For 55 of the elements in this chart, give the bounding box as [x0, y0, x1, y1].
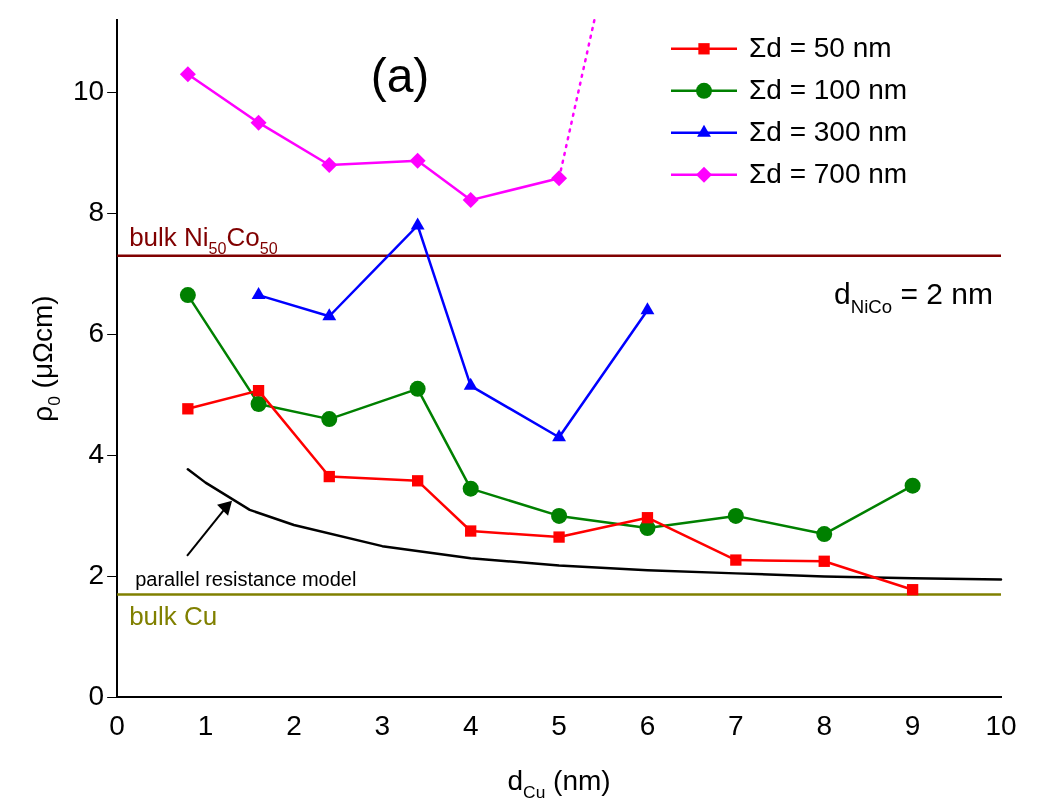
point: [552, 429, 566, 442]
y-tick-label: 2: [88, 559, 105, 591]
point: [816, 526, 833, 543]
point: [904, 477, 921, 494]
ref-line-label: bulk Cu: [129, 600, 218, 631]
legend-label: Σd = 50 nm: [749, 31, 892, 63]
point: [551, 507, 568, 524]
point: [730, 554, 742, 566]
point: [321, 157, 338, 173]
x-tick-label: 2: [286, 709, 302, 741]
point: [251, 287, 266, 300]
point: [553, 531, 565, 543]
annotation: (a): [370, 48, 430, 102]
point: [465, 525, 477, 537]
point: [179, 66, 196, 83]
x-tick-label: 4: [462, 709, 479, 741]
point: [906, 584, 919, 596]
point: [410, 217, 425, 230]
point: [727, 507, 744, 524]
point: [412, 475, 424, 487]
legend-label: Σd = 700 nm: [749, 157, 908, 189]
point: [250, 114, 267, 131]
point: [250, 395, 267, 412]
point: [818, 555, 830, 567]
point: [641, 512, 654, 524]
x-tick-label: 9: [904, 709, 921, 741]
point: [252, 385, 265, 397]
point: [409, 152, 426, 169]
x-tick-label: 7: [728, 709, 744, 741]
x-tick-label: 3: [374, 709, 391, 741]
x-tick-label: 0: [109, 709, 125, 741]
x-tick-label: 5: [551, 709, 567, 741]
y-tick-label: 0: [88, 680, 105, 712]
point: [640, 302, 655, 315]
y-tick-label: 6: [88, 317, 105, 349]
y-tick-label: 4: [88, 438, 105, 470]
point: [179, 287, 196, 304]
point: [182, 403, 194, 415]
y-axis-title: ρ0 (μΩcm): [27, 295, 65, 422]
legend-label: Σd = 100 nm: [749, 73, 908, 105]
y-tick-label: 10: [72, 75, 105, 107]
x-tick-label: 8: [816, 709, 833, 741]
x-tick-label: 6: [639, 709, 656, 741]
point: [323, 470, 335, 483]
point: [462, 480, 479, 497]
point: [551, 170, 568, 187]
x-tick-label: 1: [197, 709, 214, 741]
y-tick-label: 8: [88, 196, 105, 228]
x-tick-label: 10: [985, 709, 1017, 741]
point: [409, 380, 426, 397]
point: [322, 308, 337, 321]
point: [462, 192, 479, 209]
point: [321, 411, 338, 428]
annotation: parallel resistance model: [135, 567, 357, 590]
legend-label: Σd = 300 nm: [749, 115, 908, 147]
